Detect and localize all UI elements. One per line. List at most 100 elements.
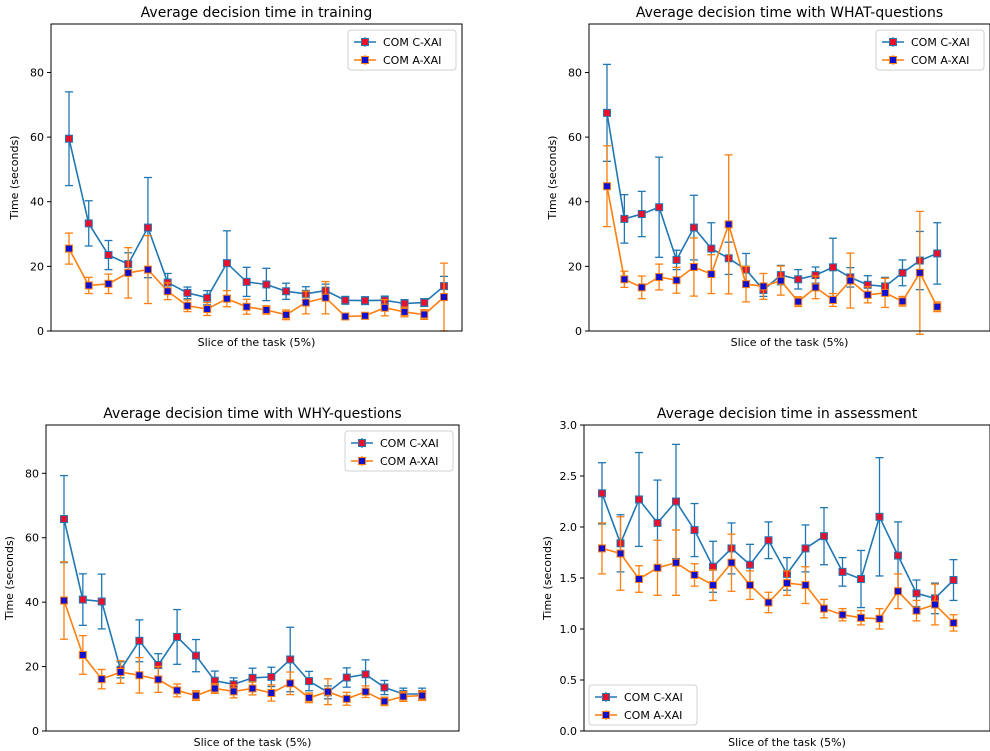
data-point — [759, 282, 768, 291]
data-point — [222, 294, 231, 303]
data-point — [672, 276, 681, 285]
data-point — [709, 581, 717, 590]
data-point — [635, 495, 643, 504]
data-point — [635, 575, 643, 584]
data-point — [229, 687, 238, 696]
data-point — [191, 691, 200, 700]
legend: COM C-XAI COM A-XAI — [875, 29, 985, 71]
data-point — [689, 223, 698, 232]
data-point — [341, 296, 350, 305]
data-point — [183, 288, 192, 297]
data-point — [764, 598, 773, 607]
data-point — [801, 544, 810, 553]
data-point — [60, 515, 68, 524]
data-point — [620, 275, 629, 284]
data-point — [811, 283, 820, 292]
data-point — [838, 567, 847, 576]
data-point — [820, 532, 828, 541]
y-tick-label: 0.0 — [560, 725, 578, 738]
data-point — [742, 280, 751, 289]
legend-label: COM C-XAI — [380, 437, 439, 450]
y-tick-label: 60 — [30, 131, 44, 144]
data-point — [828, 295, 837, 304]
y-axis-label: Time (seconds) — [3, 536, 16, 621]
y-tick-label: 2.5 — [560, 470, 578, 483]
data-point — [894, 587, 902, 596]
data-point — [242, 302, 251, 311]
y-axis-label: Time (seconds) — [546, 136, 559, 221]
data-point — [203, 293, 212, 302]
data-point — [912, 589, 921, 598]
legend-label: COM A-XAI — [911, 54, 969, 67]
data-point — [881, 288, 890, 297]
data-point — [286, 655, 295, 664]
data-point — [690, 526, 699, 535]
data-point — [418, 691, 427, 700]
data-point — [746, 560, 754, 569]
legend: COM C-XAI COM A-XAI — [347, 29, 457, 71]
y-tick-label: 40 — [568, 196, 582, 209]
legend-label: COM C-XAI — [383, 36, 442, 49]
series-line — [68, 138, 445, 305]
data-point — [689, 263, 698, 272]
data-point — [210, 684, 219, 693]
y-tick-label: 80 — [30, 66, 44, 79]
data-point — [931, 600, 939, 609]
x-axis-label: Slice of the task (5%) — [198, 336, 316, 349]
data-point — [857, 613, 865, 622]
data-point — [267, 672, 276, 681]
data-point — [933, 249, 942, 258]
data-point — [637, 283, 646, 292]
legend-marker — [361, 56, 369, 64]
legend-marker — [361, 38, 369, 46]
series-a-xai — [603, 145, 942, 335]
data-point — [104, 279, 113, 288]
data-point — [746, 581, 754, 590]
legend-marker — [889, 56, 897, 64]
y-tick-label: 40 — [30, 196, 44, 209]
legend: COM C-XAI COM A-XAI — [344, 430, 454, 472]
data-point — [380, 303, 389, 312]
data-point — [898, 297, 907, 306]
data-point — [183, 301, 192, 310]
y-tick-label: 20 — [568, 260, 582, 273]
chart-3: Average decision time with WHY-questions… — [3, 406, 460, 749]
data-point — [616, 549, 625, 558]
data-point — [672, 558, 680, 567]
data-point — [84, 281, 93, 290]
data-point — [154, 675, 163, 684]
data-point — [191, 651, 200, 660]
y-tick-label: 2.0 — [560, 521, 578, 534]
data-point — [380, 697, 389, 706]
data-point — [342, 673, 351, 682]
data-point — [399, 692, 408, 701]
data-point — [262, 305, 271, 314]
y-tick-label: 0.5 — [560, 674, 578, 687]
data-point — [598, 489, 606, 498]
data-point — [794, 275, 803, 284]
chart-1: Average decision time in training Slice o… — [8, 5, 463, 349]
data-point — [875, 614, 884, 623]
y-tick-label: 1.0 — [560, 623, 578, 636]
data-point — [875, 512, 884, 521]
series-a-xai — [598, 516, 958, 632]
data-point — [672, 497, 680, 506]
data-point — [262, 280, 271, 289]
data-point — [173, 632, 182, 641]
legend-label: COM A-XAI — [383, 54, 441, 67]
data-point — [912, 606, 921, 615]
data-point — [653, 518, 662, 527]
data-point — [420, 310, 429, 319]
data-point — [60, 596, 68, 605]
y-tick-label: 60 — [568, 131, 582, 144]
data-point — [286, 679, 295, 688]
y-tick-label: 80 — [25, 467, 39, 480]
data-point — [655, 203, 664, 212]
data-point — [361, 296, 370, 305]
data-point — [341, 312, 350, 321]
series-a-xai — [65, 232, 448, 332]
data-point — [242, 277, 251, 286]
data-point — [801, 581, 810, 590]
data-point — [863, 290, 872, 299]
axes-frame — [50, 23, 463, 332]
